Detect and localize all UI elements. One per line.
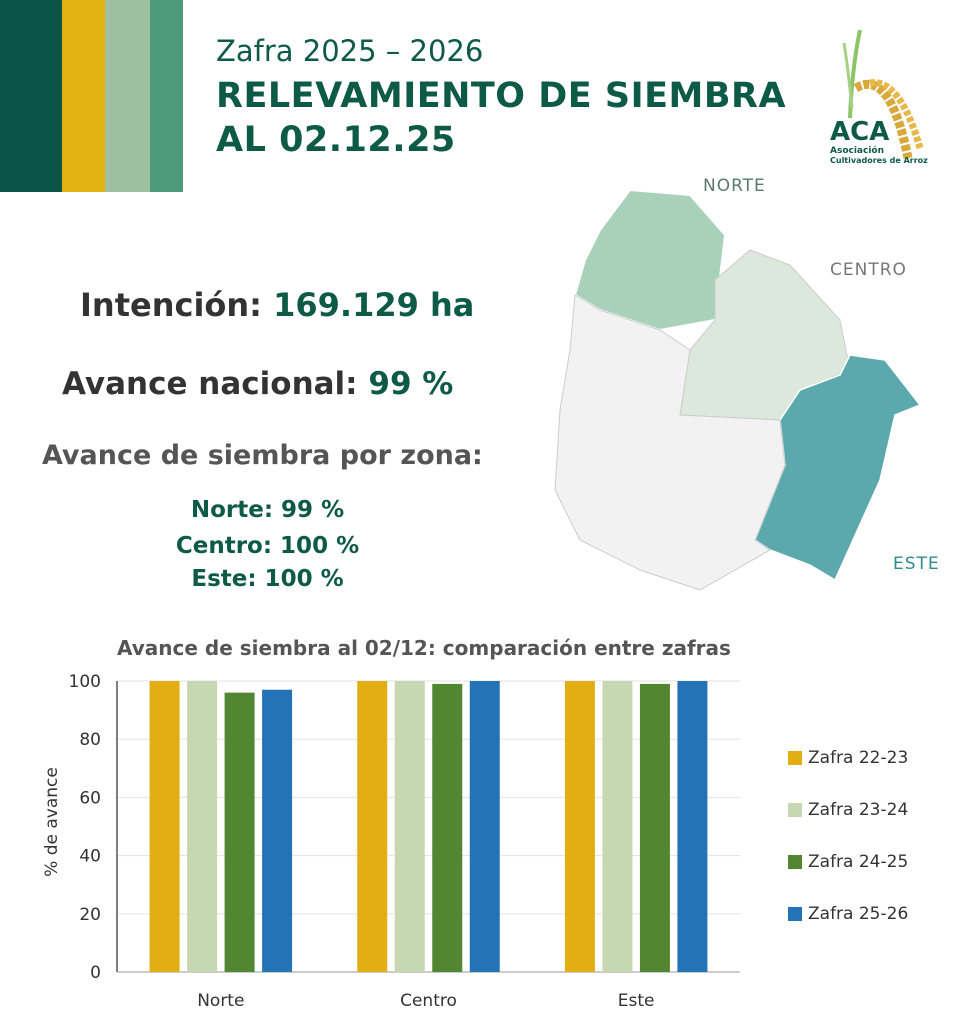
zona-heading: Avance de siembra por zona: — [42, 440, 483, 471]
bar-este-3 — [677, 681, 708, 972]
legend-swatch — [788, 907, 802, 921]
y-tick-label: 100 — [69, 672, 101, 692]
uruguay-map — [554, 188, 922, 591]
y-tick-label: 60 — [79, 788, 101, 808]
bar-este-0 — [564, 681, 595, 972]
zona-centro: Centro: 100 % — [175, 533, 360, 559]
bar-centro-3 — [469, 681, 500, 972]
bar-este-1 — [602, 681, 633, 972]
legend-swatch — [788, 751, 802, 765]
intencion-label: Intención: — [80, 286, 262, 324]
legend-swatch — [788, 803, 802, 817]
logo-line-2: Cultivadores de Arroz — [830, 156, 928, 165]
title-line-1: RELEVAMIENTO DE SIEMBRA — [216, 76, 787, 116]
map-region-norte — [573, 188, 727, 332]
legend-item: Zafra 23-24 — [788, 800, 908, 820]
legend-label: Zafra 25-26 — [808, 904, 909, 924]
map-label-norte: NORTE — [703, 176, 766, 196]
bar-centro-2 — [432, 683, 463, 972]
season-subtitle: Zafra 2025 – 2026 — [216, 34, 484, 68]
stripe-dark-green — [0, 0, 62, 192]
intencion-stat: Intención: 169.129 ha — [80, 286, 474, 324]
x-tick-label: Centro — [400, 991, 457, 1011]
zona-este: Este: 100 % — [191, 566, 344, 592]
y-tick-label: 20 — [79, 905, 101, 925]
logo-line-1: Asociación — [830, 146, 885, 156]
map-region-other — [554, 294, 786, 591]
x-tick-label: Este — [618, 991, 655, 1011]
title-line-2: AL 02.12.25 — [216, 120, 456, 160]
bar-centro-0 — [357, 681, 388, 972]
bar-norte-2 — [224, 692, 255, 972]
avance-label: Avance nacional: — [62, 366, 358, 402]
map-label-centro: CENTRO — [830, 260, 907, 280]
x-tick-label: Norte — [197, 991, 244, 1011]
legend-swatch — [788, 855, 802, 869]
logo-acronym: ACA — [830, 117, 890, 147]
stripe-yellow — [62, 0, 105, 192]
y-tick-label: 40 — [79, 847, 101, 867]
y-tick-label: 80 — [79, 730, 101, 750]
legend-label: Zafra 24-25 — [808, 852, 909, 872]
legend-item: Zafra 25-26 — [788, 904, 908, 924]
bar-norte-0 — [149, 681, 180, 972]
legend-item: Zafra 24-25 — [788, 852, 908, 872]
avance-value: 99 % — [368, 366, 454, 402]
zona-norte: Norte: 99 % — [190, 497, 345, 523]
rice-plant-icon — [842, 29, 924, 159]
avance-nacional-stat: Avance nacional: 99 % — [62, 366, 453, 402]
chart-title: Avance de siembra al 02/12: comparación … — [117, 636, 731, 660]
bar-norte-3 — [262, 689, 293, 972]
stripe-green — [150, 0, 183, 192]
legend-item: Zafra 22-23 — [788, 748, 908, 768]
bar-norte-1 — [187, 681, 218, 972]
legend-label: Zafra 22-23 — [808, 748, 909, 768]
map-label-este: ESTE — [893, 554, 940, 574]
map-region-este — [754, 354, 922, 582]
stripe-light-green — [105, 0, 150, 192]
legend-label: Zafra 23-24 — [808, 800, 909, 820]
y-tick-label: 0 — [90, 963, 101, 983]
bar-este-2 — [639, 683, 670, 972]
page-title: RELEVAMIENTO DE SIEMBRA AL 02.12.25 — [216, 74, 786, 162]
bar-centro-1 — [394, 681, 425, 972]
intencion-value: 169.129 ha — [273, 286, 475, 324]
